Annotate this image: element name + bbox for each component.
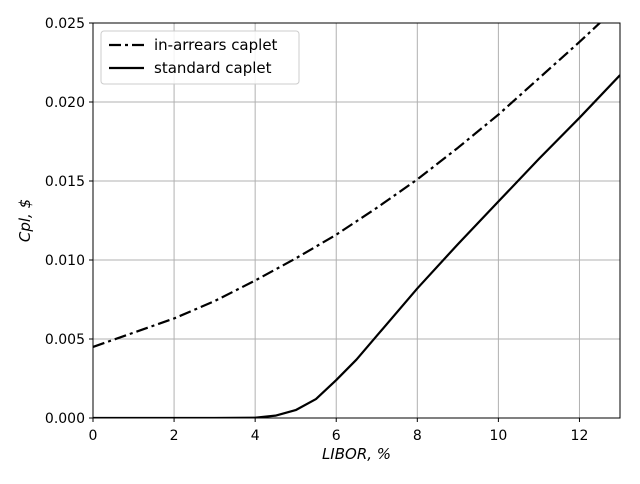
x-tick-label: 8	[413, 428, 422, 444]
y-tick-label: 0.020	[45, 95, 85, 111]
y-tick-label: 0.025	[45, 16, 85, 32]
legend: in-arrears caplet standard caplet	[100, 30, 300, 85]
x-tick-label: 6	[332, 428, 341, 444]
x-tick-label: 0	[89, 428, 98, 444]
y-axis-label: Cpl, $	[16, 199, 34, 242]
x-tick-label: 2	[170, 428, 179, 444]
legend-label: in-arrears caplet	[154, 36, 278, 54]
axis-ticks: 0 2 4 6 8 10 12 0.000 0.005 0.010 0.015 0.020 0.025	[45, 16, 588, 444]
series-line-2	[93, 74, 620, 418]
y-tick-label: 0.015	[45, 174, 85, 190]
y-tick-label: 0.000	[45, 411, 85, 427]
series-lines	[93, 23, 620, 418]
x-axis-label: LIBOR, %	[322, 445, 391, 463]
x-tick-label: 4	[251, 428, 260, 444]
y-tick-label: 0.010	[45, 253, 85, 269]
legend-box	[100, 30, 300, 85]
x-tick-label: 12	[571, 428, 589, 444]
y-tick-label: 0.005	[45, 332, 85, 348]
plot-frame	[92, 22, 621, 419]
legend-label: standard caplet	[154, 59, 272, 77]
series-line-1	[93, 23, 602, 348]
x-tick-label: 10	[489, 428, 507, 444]
